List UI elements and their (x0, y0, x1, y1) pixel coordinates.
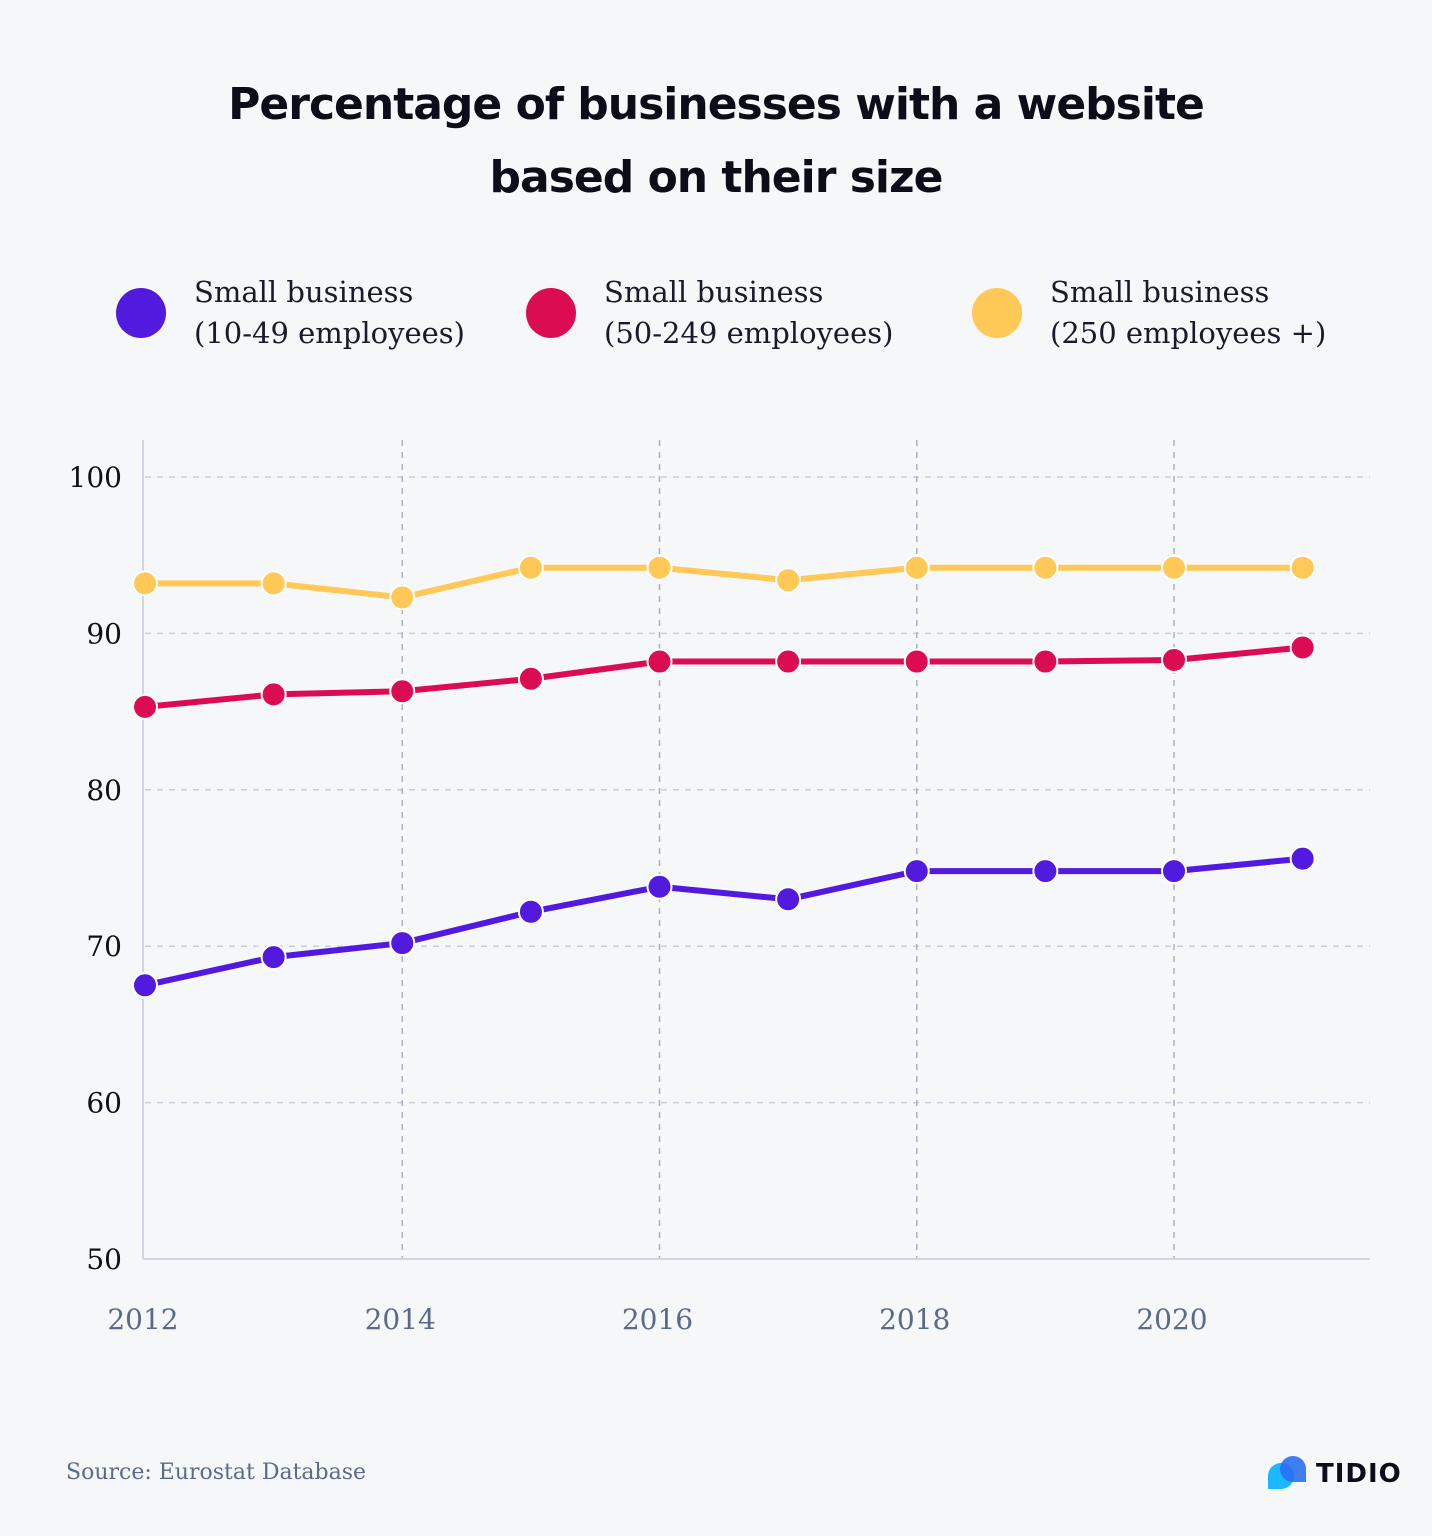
legend-item-250-plus: Small business (250 employees +) (972, 272, 1326, 354)
y-tick-label: 100 (69, 461, 122, 494)
data-point-series-0 (903, 858, 930, 885)
legend-label: (10-49 employees) (194, 316, 465, 350)
data-point-series-0 (389, 930, 416, 957)
data-point-series-0 (260, 944, 287, 971)
data-point-series-1 (1161, 646, 1187, 673)
data-point-series-2 (1289, 554, 1316, 581)
data-point-series-1 (775, 648, 802, 675)
data-point-series-1 (517, 665, 544, 692)
x-tick-label: 2018 (879, 1303, 950, 1336)
data-point-series-1 (646, 648, 673, 675)
data-point-series-0 (1289, 845, 1316, 872)
data-point-series-2 (389, 584, 416, 611)
data-point-series-1 (1289, 634, 1316, 661)
data-point-series-0 (1161, 858, 1187, 885)
x-tick-label: 2014 (365, 1303, 436, 1336)
y-tick-label: 60 (86, 1087, 122, 1120)
series-line-0 (144, 855, 1303, 989)
data-point-series-1 (903, 648, 930, 675)
chart-title-line-1: Percentage of businesses with a website (228, 79, 1205, 130)
chart-title: Percentage of businesses with a website … (0, 68, 1432, 214)
data-point-series-0 (1032, 858, 1059, 885)
data-point-series-2 (903, 554, 930, 581)
legend-label: (250 employees +) (1050, 316, 1327, 350)
tidio-logo-text: TIDIO (1316, 1459, 1402, 1489)
data-point-series-1 (1032, 648, 1059, 675)
legend-item-50-249: Small business (50-249 employees) (526, 272, 893, 354)
y-tick-label: 80 (86, 774, 122, 807)
legend-label: (50-249 employees) (604, 316, 894, 350)
data-point-series-1 (389, 678, 416, 705)
series-line-1 (144, 644, 1303, 710)
data-point-series-0 (517, 898, 544, 925)
data-point-series-2 (132, 570, 158, 597)
tidio-logo: TIDIO (1266, 1454, 1402, 1494)
legend-dot-icon (972, 288, 1022, 338)
legend-label: Small business (1050, 275, 1270, 309)
legend-dot-icon (116, 288, 166, 338)
data-point-series-2 (260, 570, 287, 597)
legend-item-10-49: Small business (10-49 employees) (116, 272, 465, 354)
x-tick-label: 2020 (1136, 1303, 1207, 1336)
series-line-2 (145, 564, 1303, 601)
x-tick-label: 2012 (107, 1303, 178, 1336)
chart-title-line-2: based on their size (489, 152, 944, 203)
legend-dot-icon (526, 288, 576, 338)
y-tick-label: 90 (86, 617, 122, 650)
data-point-series-2 (646, 554, 673, 581)
data-point-series-0 (646, 873, 673, 900)
data-point-series-1 (132, 693, 158, 720)
data-point-series-2 (1032, 554, 1059, 581)
source-note: Source: Eurostat Database (66, 1460, 367, 1485)
tidio-logo-icon (1268, 1456, 1306, 1494)
legend-label: Small business (604, 275, 824, 309)
y-tick-label: 70 (86, 930, 122, 963)
data-point-series-2 (517, 554, 544, 581)
data-point-series-2 (1161, 554, 1187, 581)
data-point-series-0 (132, 972, 158, 999)
data-point-series-1 (260, 681, 287, 708)
y-tick-label: 50 (86, 1243, 122, 1276)
data-point-series-2 (775, 567, 802, 594)
legend-label: Small business (194, 275, 414, 309)
data-point-series-0 (775, 886, 802, 913)
x-tick-label: 2016 (622, 1303, 693, 1336)
